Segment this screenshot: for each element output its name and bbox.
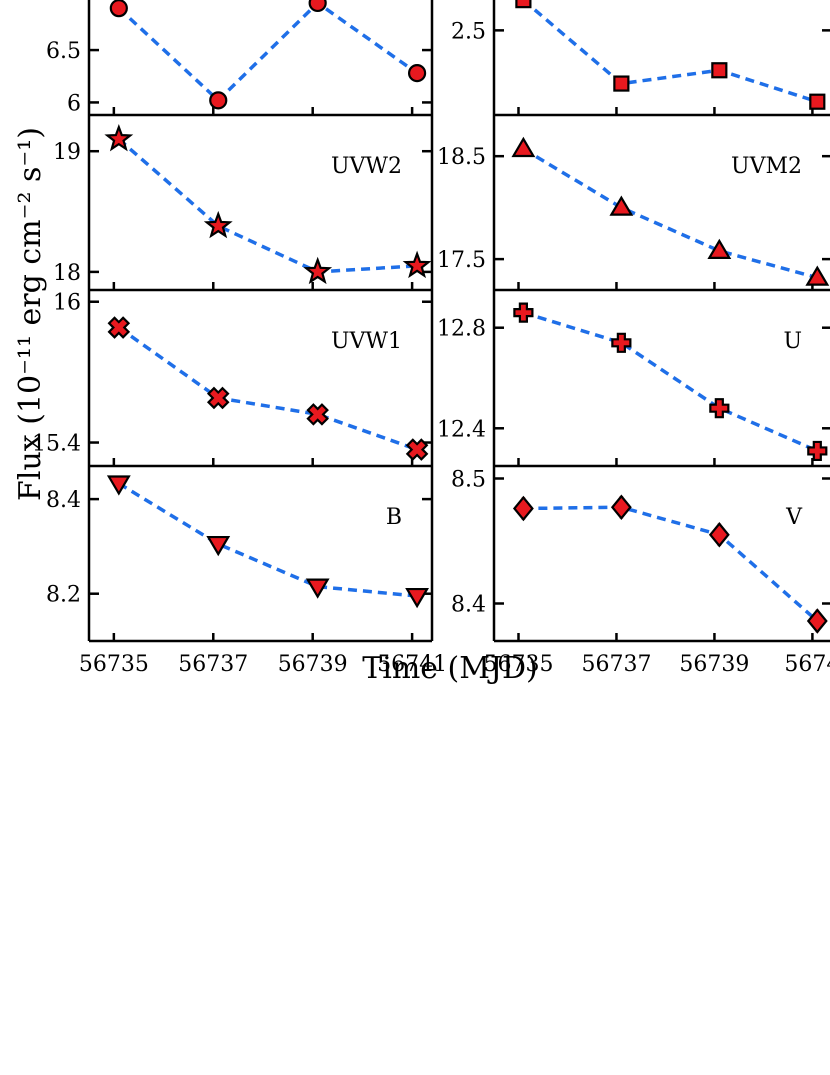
panel-1: 66.5 — [46, 0, 434, 116]
y-tick-label: 18 — [53, 261, 81, 286]
series-line — [117, 326, 418, 452]
panel-2: 2.5 — [451, 0, 830, 117]
x-tick-label: 56739 — [679, 652, 749, 677]
data-point — [305, 578, 330, 599]
x-axis-title: Time (MJD) — [362, 651, 538, 686]
series-line — [117, 482, 418, 598]
data-point — [107, 316, 131, 339]
data-point — [512, 495, 534, 522]
series-line — [522, 0, 818, 104]
series-group — [109, 0, 427, 110]
data-point — [405, 438, 429, 461]
series-line — [117, 0, 419, 103]
panel-6: 12.4 12.8 U — [437, 290, 830, 468]
panel-5: 15.4 16 UVW1 — [32, 290, 434, 468]
data-point — [611, 332, 632, 353]
x-tick-label: 56735 — [483, 652, 553, 677]
panel-label: B — [386, 505, 402, 530]
data-point — [104, 123, 134, 152]
panel-label: UVW2 — [331, 154, 402, 179]
x-tick-label: 56737 — [178, 652, 248, 677]
series-line — [117, 137, 418, 274]
data-point — [206, 386, 230, 410]
y-axis-title: Flux (10⁻¹¹ erg cm⁻² s⁻¹) — [13, 127, 48, 501]
series-line — [523, 505, 819, 623]
series-group — [511, 136, 830, 286]
data-point — [709, 398, 730, 419]
y-tick-label: 6.5 — [46, 39, 81, 64]
series-group — [106, 475, 430, 609]
y-tick-label: 16 — [53, 291, 81, 316]
data-point — [807, 440, 828, 462]
panel-7: 8.2 8.4 B — [46, 466, 434, 643]
series-group — [104, 123, 432, 285]
y-tick-label: 2.5 — [451, 19, 486, 44]
x-tick-label: 56739 — [278, 652, 348, 677]
series-group — [515, 0, 826, 110]
y-tick-label: 19 — [53, 140, 81, 165]
data-point — [613, 75, 630, 92]
data-point — [711, 62, 728, 79]
y-tick-label: 12.4 — [437, 417, 486, 442]
y-tick-label: 8.5 — [451, 468, 486, 493]
data-point — [405, 587, 430, 609]
data-point — [511, 136, 536, 158]
series-line — [522, 147, 818, 280]
x-tick-label: 5674 — [784, 652, 830, 677]
series-group — [512, 494, 828, 634]
y-tick-label: 6 — [67, 91, 81, 116]
data-point — [809, 93, 826, 110]
panel-4: 17.5 18.5 UVM2 — [437, 115, 830, 292]
data-point — [109, 0, 128, 18]
data-point — [610, 494, 632, 520]
data-point — [209, 91, 228, 110]
x-tick-label: 56737 — [581, 652, 651, 677]
data-point — [708, 522, 730, 548]
y-tick-label: 8.2 — [46, 583, 81, 608]
series-group — [513, 302, 828, 462]
data-point — [707, 238, 732, 259]
series-line — [522, 310, 818, 453]
x-tick-label: 56741 — [377, 652, 447, 677]
data-point — [806, 608, 828, 634]
panel-label: U — [783, 329, 802, 354]
data-point — [106, 475, 131, 496]
y-tick-label: 8.4 — [46, 488, 81, 513]
panel-label: UVW1 — [331, 329, 402, 354]
panel-3: 18 19 UVW2 — [53, 115, 434, 292]
panel-label: V — [785, 505, 803, 530]
series-group — [107, 316, 429, 461]
data-point — [203, 210, 233, 239]
y-tick-label: 12.8 — [437, 317, 486, 342]
data-point — [513, 302, 534, 323]
y-tick-label: 8.4 — [451, 593, 486, 618]
x-tick-label: 56735 — [79, 652, 149, 677]
panel-label: UVM2 — [731, 154, 802, 179]
y-tick-label: 15.4 — [32, 432, 81, 457]
data-point — [206, 535, 231, 557]
data-point — [402, 250, 432, 279]
data-point — [407, 64, 427, 83]
data-point — [308, 0, 327, 13]
data-point — [609, 195, 634, 216]
data-point — [303, 256, 333, 285]
data-point — [306, 403, 329, 426]
y-tick-label: 18.5 — [437, 145, 486, 170]
panel-8: 8.4 8.5 V — [451, 466, 830, 643]
data-point — [515, 0, 532, 9]
data-point — [805, 265, 830, 286]
y-tick-label: 17.5 — [437, 248, 486, 273]
